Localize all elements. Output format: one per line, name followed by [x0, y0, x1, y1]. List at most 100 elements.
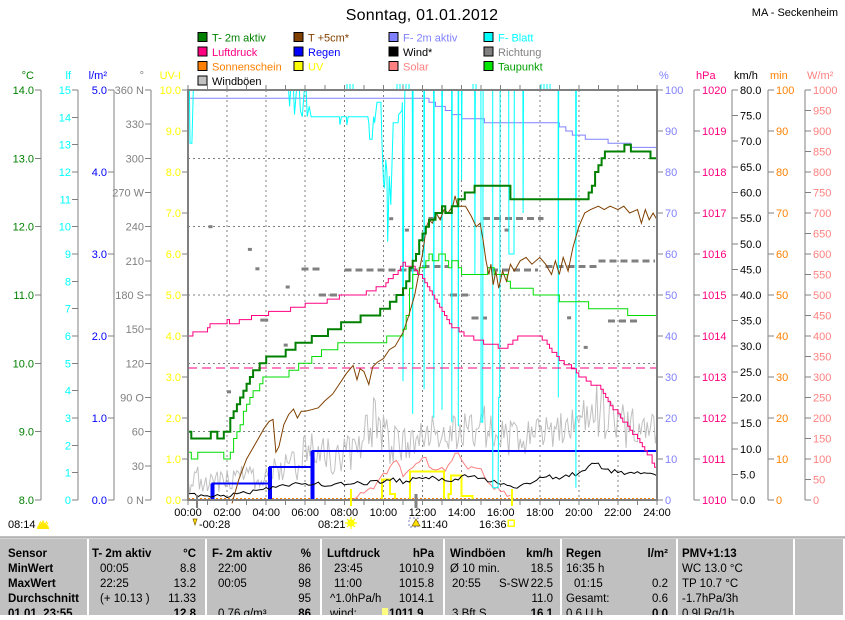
svg-text:20:55: 20:55 [452, 578, 481, 590]
svg-text:wind:: wind: [329, 608, 357, 615]
svg-text:4.0: 4.0 [92, 167, 107, 179]
svg-text:1015: 1015 [702, 290, 726, 302]
svg-text:270 W: 270 W [112, 188, 144, 200]
svg-text:3 Bft S: 3 Bft S [452, 608, 487, 615]
svg-text:°C: °C [22, 70, 34, 82]
svg-text:1014.1: 1014.1 [399, 593, 434, 605]
svg-text:S-SW: S-SW [499, 578, 529, 590]
svg-text:UV-I: UV-I [160, 70, 181, 82]
svg-text:6.0: 6.0 [166, 249, 181, 261]
svg-text:1012: 1012 [702, 413, 726, 425]
svg-text:90: 90 [665, 126, 677, 138]
svg-text:1015.8: 1015.8 [399, 578, 434, 590]
svg-text:0.0: 0.0 [652, 608, 668, 615]
svg-text:1.0: 1.0 [166, 454, 181, 466]
svg-text:210: 210 [126, 256, 144, 268]
svg-text:06:00: 06:00 [291, 507, 319, 519]
svg-text:13: 13 [59, 140, 71, 152]
svg-text:°: ° [140, 70, 144, 82]
svg-text:Ø 10 min.: Ø 10 min. [450, 563, 500, 575]
svg-text:TP 10.7 °C: TP 10.7 °C [682, 578, 738, 590]
svg-text:(+ 10.13 ): (+ 10.13 ) [100, 593, 150, 605]
svg-text:8: 8 [65, 276, 71, 288]
svg-text:150: 150 [126, 324, 144, 336]
svg-text:50: 50 [813, 475, 825, 487]
svg-text:0: 0 [776, 495, 782, 507]
svg-text:8.8: 8.8 [180, 563, 196, 575]
svg-text:MaxWert: MaxWert [8, 578, 56, 590]
svg-text:10.0: 10.0 [740, 444, 761, 456]
svg-text:14:00: 14:00 [448, 507, 476, 519]
svg-text:1018: 1018 [702, 167, 726, 179]
svg-text:8.0: 8.0 [166, 167, 181, 179]
svg-text:11: 11 [60, 194, 71, 206]
svg-text:4: 4 [65, 386, 71, 398]
svg-text:Gesamt:: Gesamt: [566, 593, 609, 605]
svg-text:300: 300 [813, 372, 831, 384]
svg-text:10: 10 [776, 454, 788, 466]
svg-text:86: 86 [298, 608, 311, 615]
svg-text:800: 800 [813, 167, 831, 179]
svg-text:150: 150 [813, 434, 831, 446]
svg-text:70: 70 [776, 208, 788, 220]
svg-text:22:25: 22:25 [100, 578, 129, 590]
svg-text:16.1: 16.1 [531, 608, 554, 615]
svg-text:lf: lf [66, 70, 72, 82]
svg-text:400: 400 [813, 331, 831, 343]
svg-text:14: 14 [59, 112, 71, 124]
svg-text:1000: 1000 [813, 85, 837, 97]
svg-text:11:40: 11:40 [421, 519, 448, 531]
svg-text:PMV+1:13: PMV+1:13 [682, 548, 737, 560]
svg-text:20:00: 20:00 [565, 507, 593, 519]
svg-text:F- Blatt: F- Blatt [498, 33, 533, 45]
svg-text:7.0: 7.0 [166, 208, 181, 220]
svg-text:30.0: 30.0 [740, 341, 761, 353]
svg-text:l/m²: l/m² [89, 70, 108, 82]
svg-text:10: 10 [59, 222, 71, 234]
svg-text:01.01. 23:55: 01.01. 23:55 [8, 608, 73, 615]
svg-text:04:00: 04:00 [252, 507, 280, 519]
svg-text:01:15: 01:15 [574, 578, 603, 590]
svg-text:F- 2m aktiv: F- 2m aktiv [212, 548, 273, 560]
svg-text:Regen: Regen [308, 47, 340, 59]
svg-text:86: 86 [298, 563, 311, 575]
svg-text:10:00: 10:00 [370, 507, 398, 519]
svg-text:0: 0 [665, 495, 671, 507]
svg-text:2.0: 2.0 [92, 331, 107, 343]
svg-text:60: 60 [132, 427, 144, 439]
svg-text:15: 15 [59, 85, 71, 97]
svg-text:65.0: 65.0 [740, 162, 761, 174]
svg-text:70.0: 70.0 [740, 136, 761, 148]
svg-text:100: 100 [776, 85, 794, 97]
svg-text:-1.7hPa/3h: -1.7hPa/3h [682, 593, 738, 605]
svg-text:120: 120 [126, 358, 144, 370]
svg-text:35.0: 35.0 [740, 316, 761, 328]
svg-text:F- 2m aktiv: F- 2m aktiv [403, 33, 458, 45]
svg-text:98: 98 [298, 578, 311, 590]
svg-text:0.0: 0.0 [92, 495, 107, 507]
svg-text:%: % [301, 548, 311, 560]
svg-text:16:36: 16:36 [479, 519, 507, 531]
svg-text:16:00: 16:00 [487, 507, 515, 519]
svg-text:08:00: 08:00 [331, 507, 359, 519]
svg-text:12:00: 12:00 [409, 507, 437, 519]
svg-text:l/m²: l/m² [648, 548, 669, 560]
svg-text:55.0: 55.0 [740, 213, 761, 225]
svg-text:11.33: 11.33 [168, 593, 196, 605]
svg-text:11:00: 11:00 [334, 578, 362, 590]
svg-text:300: 300 [126, 153, 144, 165]
svg-text:Sonntag, 01.01.2012: Sonntag, 01.01.2012 [346, 7, 498, 24]
svg-text:Solar: Solar [403, 62, 429, 74]
svg-text:24:00: 24:00 [643, 507, 671, 519]
svg-text:80: 80 [776, 167, 788, 179]
svg-text:15.0: 15.0 [740, 418, 761, 430]
svg-text:5.0: 5.0 [92, 85, 107, 97]
svg-text:360 N: 360 N [115, 85, 144, 97]
svg-text:750: 750 [813, 188, 831, 200]
svg-text:Regen: Regen [566, 548, 601, 560]
svg-text:3: 3 [65, 413, 71, 425]
svg-text:10.0: 10.0 [160, 85, 181, 97]
svg-text:180 S: 180 S [115, 290, 144, 302]
svg-text:1014: 1014 [702, 331, 726, 343]
svg-text:30: 30 [132, 461, 144, 473]
